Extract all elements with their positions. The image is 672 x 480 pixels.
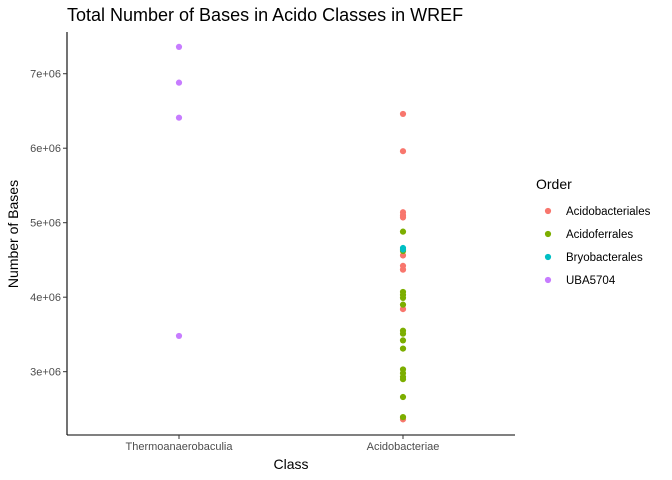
data-point — [175, 114, 183, 121]
y-tick-label: 5e+06 — [30, 218, 61, 230]
data-point — [399, 393, 407, 401]
data-point — [399, 110, 407, 118]
y-tick-label: 6e+06 — [30, 143, 61, 155]
data-point — [399, 345, 407, 352]
data-point — [399, 294, 407, 302]
data-point — [399, 148, 407, 155]
data-point — [399, 246, 407, 253]
data-point — [399, 337, 407, 344]
y-tick-label: 3e+06 — [30, 367, 61, 379]
data-point — [399, 414, 407, 421]
plot-area: 3e+06 4e+06 5e+06 6e+06 7e+06 Thermoanaerobac… — [30, 32, 515, 453]
data-point — [399, 266, 407, 273]
legend-key — [544, 230, 552, 238]
legend-key — [544, 207, 552, 215]
legend-label: UBA5704 — [566, 275, 616, 287]
legend: Order Acidobacteriales Acidoferrales Bryob… — [536, 176, 651, 287]
chart-title: Total Number of Bases in Acido Classes i… — [67, 5, 463, 25]
data-point — [399, 376, 407, 383]
y-tick-label: 7e+06 — [30, 69, 61, 81]
data-point — [399, 214, 407, 221]
data-point — [399, 330, 407, 337]
legend-label: Acidobacteriales — [566, 206, 651, 218]
y-axis-title: Number of Bases — [5, 180, 21, 288]
data-point — [175, 79, 183, 86]
legend-key — [544, 253, 552, 261]
legend-title: Order — [536, 176, 572, 192]
data-point — [399, 306, 407, 313]
x-axis-title: Class — [273, 456, 308, 472]
legend-label: Acidoferrales — [566, 229, 633, 241]
x-tick-label: Acidobacteriae — [367, 441, 440, 453]
data-point — [399, 301, 407, 308]
data-point — [175, 43, 183, 50]
data-point — [175, 332, 183, 340]
legend-label: Bryobacterales — [566, 252, 643, 264]
x-tick-label: Thermoanaerobaculia — [125, 441, 233, 453]
data-point — [399, 228, 407, 235]
legend-key — [544, 276, 552, 284]
y-tick-label: 4e+06 — [30, 292, 61, 304]
data-point — [399, 252, 407, 259]
